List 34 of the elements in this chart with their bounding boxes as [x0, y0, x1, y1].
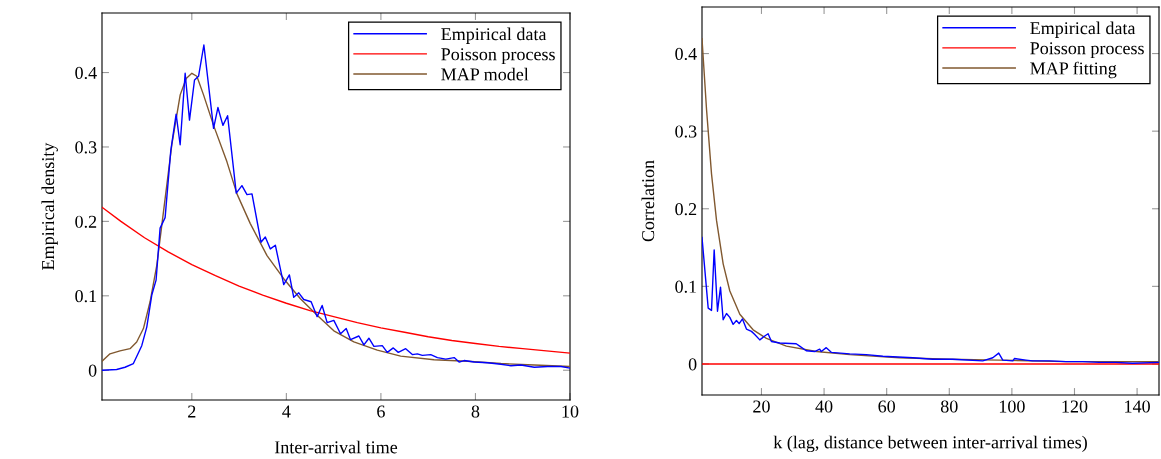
x-tick-label: 6	[377, 405, 385, 418]
y-tick-label: 0.1	[75, 290, 97, 303]
x-tick-label: 20	[753, 400, 770, 413]
y-axis-title: Empirical density	[41, 142, 58, 270]
x-tick-label: 8	[471, 405, 480, 418]
x-tick-label: 60	[878, 400, 896, 413]
legend-label: Poisson process	[1030, 42, 1144, 59]
y-tick-label: 0.4	[75, 66, 97, 80]
x-axis-title: Inter-arrival time	[274, 440, 398, 454]
legend-label: Empirical data	[1030, 21, 1136, 38]
legend-label: MAP fitting	[1030, 61, 1117, 79]
y-tick-label: 0	[88, 364, 97, 377]
y-tick-label: 0.2	[75, 215, 97, 228]
legend-label: Poisson process	[441, 48, 555, 65]
y-tick-label: 0	[688, 358, 697, 371]
x-tick-label: 4	[282, 405, 291, 418]
legend-label: Empirical data	[441, 27, 547, 44]
x-tick-label: 40	[815, 400, 833, 413]
y-axis-title: Correlation	[641, 160, 655, 242]
line-series	[702, 236, 1159, 364]
x-tick-label: 80	[940, 400, 958, 413]
x-tick-label: 100	[999, 400, 1025, 413]
y-tick-label: 0.3	[75, 141, 97, 154]
x-axis-title: k (lag, distance between inter-arrival times)	[773, 435, 1087, 453]
x-tick-label: 2	[188, 405, 196, 418]
x-tick-label: 120	[1062, 400, 1088, 413]
x-tick-label: 140	[1125, 400, 1150, 413]
y-tick-label: 0.1	[675, 280, 697, 293]
y-tick-label: 0.2	[675, 203, 697, 216]
y-tick-label: 0.4	[675, 47, 697, 61]
x-tick-label: 10	[562, 405, 579, 418]
legend-label: MAP model	[441, 67, 529, 81]
y-tick-label: 0.3	[675, 125, 697, 138]
line-series	[102, 206, 570, 354]
